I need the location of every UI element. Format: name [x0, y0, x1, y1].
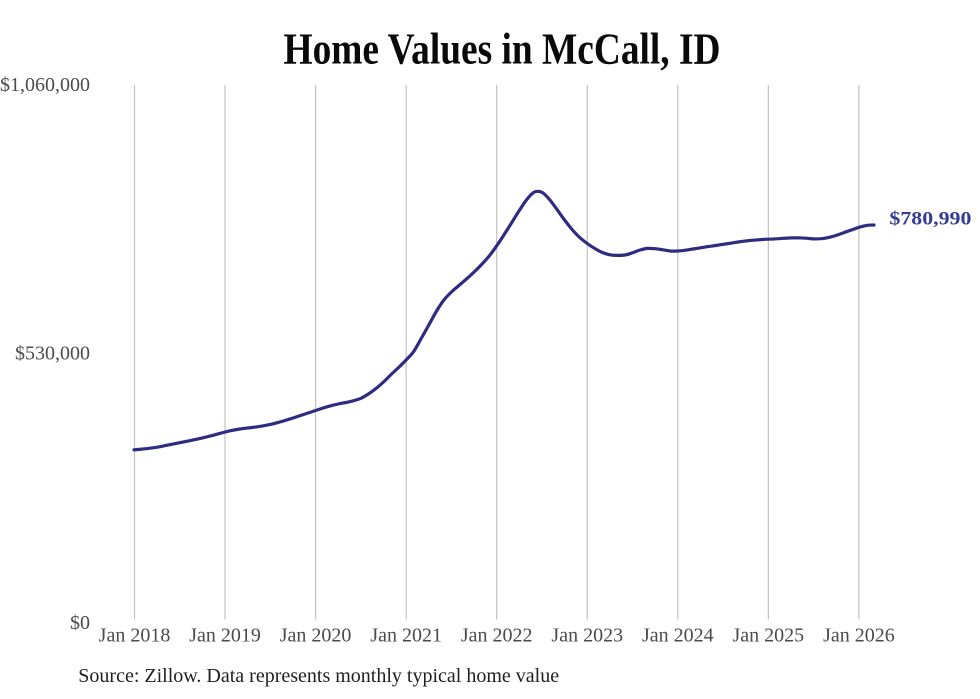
svg-text:$0: $0 — [70, 612, 90, 634]
svg-text:Jan 2021: Jan 2021 — [370, 625, 442, 647]
svg-text:Jan 2026: Jan 2026 — [823, 625, 895, 647]
svg-text:Jan 2023: Jan 2023 — [551, 625, 623, 647]
svg-text:$530,000: $530,000 — [15, 343, 90, 365]
svg-text:Home Values in McCall, ID: Home Values in McCall, ID — [284, 25, 721, 74]
svg-text:$1,060,000: $1,060,000 — [0, 74, 90, 96]
svg-text:Jan 2024: Jan 2024 — [642, 625, 714, 647]
svg-text:Jan 2025: Jan 2025 — [733, 625, 805, 647]
svg-text:Jan 2019: Jan 2019 — [189, 625, 261, 647]
svg-text:Source: Zillow. Data represent: Source: Zillow. Data represents monthly … — [78, 665, 559, 687]
svg-text:Jan 2018: Jan 2018 — [99, 625, 171, 647]
svg-text:$780,990: $780,990 — [889, 209, 971, 230]
svg-text:Jan 2020: Jan 2020 — [280, 625, 352, 647]
svg-text:Jan 2022: Jan 2022 — [461, 625, 533, 647]
